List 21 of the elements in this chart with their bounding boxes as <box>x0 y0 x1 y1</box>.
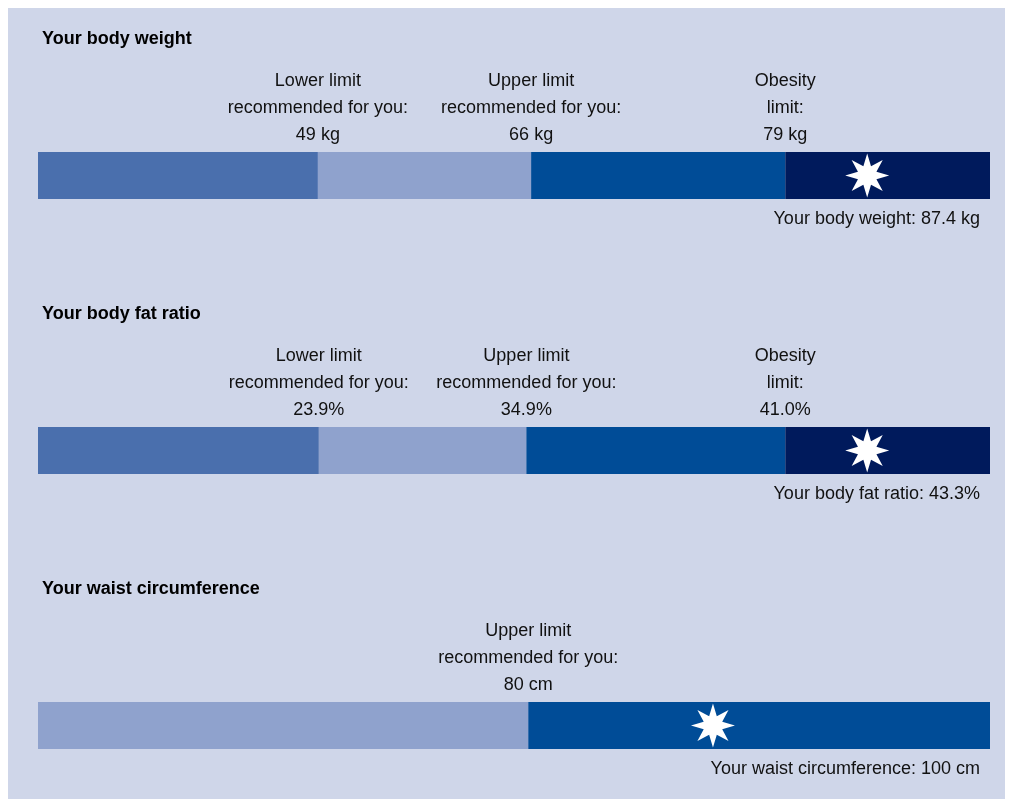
bar <box>531 152 786 199</box>
text: Your body fat ratio: 43.3% <box>773 483 980 503</box>
text: Your body weight: 87.4 kg <box>773 208 980 228</box>
chart-title: Your body weight <box>42 28 192 48</box>
bar <box>38 427 319 474</box>
chart-title: Your waist circumference <box>42 578 260 598</box>
bar <box>785 152 990 199</box>
text: Lower limit recommended for you: 23.9% <box>228 345 409 419</box>
bar <box>317 152 532 199</box>
text: Upper limit recommended for you: 66 kg <box>441 70 622 144</box>
chart-title: Your body fat ratio <box>42 303 201 323</box>
text: Upper limit recommended for you: 80 cm <box>438 620 619 694</box>
bar <box>526 427 786 474</box>
text: Obesity limit: 41.0% <box>754 345 816 419</box>
bar <box>318 427 527 474</box>
bar <box>38 152 318 199</box>
text: Upper limit recommended for you: 34.9% <box>436 345 617 419</box>
text: Lower limit recommended for you: 49 kg <box>227 70 408 144</box>
bar <box>785 427 990 474</box>
text: Your waist circumference: 100 cm <box>710 758 980 778</box>
text: Obesity limit: 79 kg <box>754 70 816 144</box>
